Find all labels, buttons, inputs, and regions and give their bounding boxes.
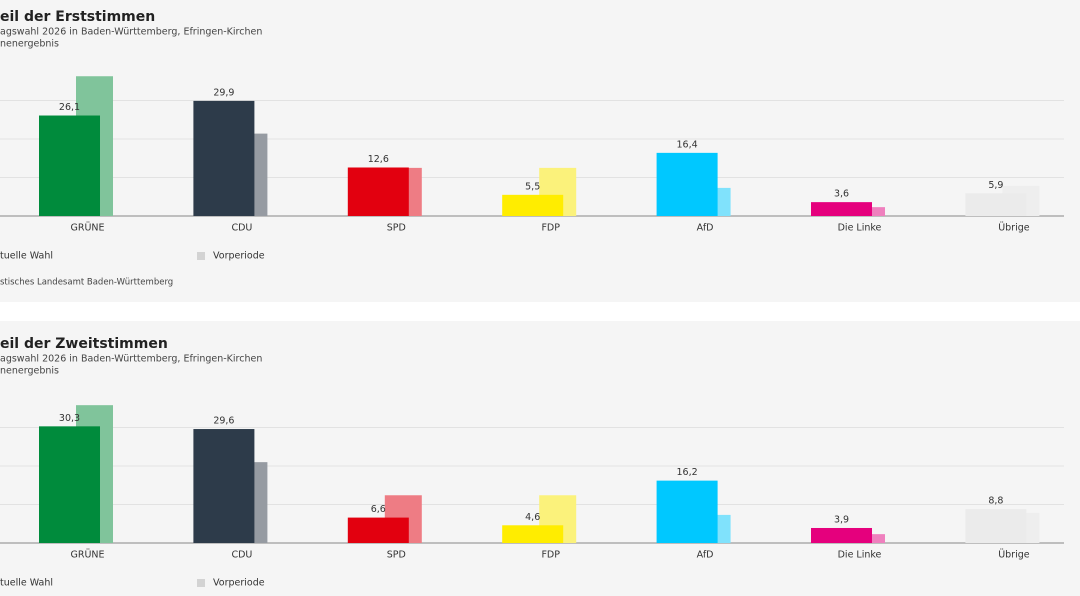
panel	[0, 0, 1080, 302]
bar-current	[193, 429, 255, 543]
value-label: 3,9	[834, 514, 849, 525]
x-tick-label: Übrige	[998, 223, 1030, 234]
value-label: 6,6	[371, 504, 386, 515]
legend-label: tuelle Wahl	[0, 578, 53, 589]
bar-current	[39, 115, 100, 216]
bar-current	[656, 152, 718, 216]
value-label: 8,8	[988, 496, 1003, 507]
legend-label: tuelle Wahl	[0, 251, 53, 262]
chart-title: eil der Zweitstimmen	[0, 336, 168, 352]
value-label: 29,9	[213, 87, 234, 98]
bar-current	[347, 167, 409, 216]
x-tick-label: CDU	[231, 223, 252, 234]
legend-label: Vorperiode	[213, 578, 265, 589]
bar-current	[502, 194, 564, 216]
value-label: 5,5	[525, 181, 540, 192]
value-label: 3,6	[834, 189, 849, 200]
bar-current	[347, 517, 409, 543]
x-tick-label: FDP	[541, 223, 560, 234]
x-tick-label: SPD	[387, 223, 406, 234]
legend-marker	[197, 252, 205, 260]
legend-label: Vorperiode	[213, 251, 265, 262]
value-label: 12,6	[368, 154, 389, 165]
x-tick-label: GRÜNE	[70, 223, 104, 234]
bar-current	[193, 100, 255, 216]
value-label: 29,6	[213, 416, 234, 427]
bar-current	[965, 509, 1027, 543]
legend-marker	[197, 579, 205, 587]
value-label: 30,3	[59, 413, 80, 424]
x-tick-label: SPD	[387, 550, 406, 561]
panel	[0, 321, 1080, 596]
chart-subtitle: agswahl 2026 in Baden-Württemberg, Efrin…	[0, 27, 262, 38]
chart-note: nenergebnis	[0, 366, 59, 377]
x-tick-label: Übrige	[998, 550, 1030, 561]
chart-subtitle: agswahl 2026 in Baden-Württemberg, Efrin…	[0, 354, 262, 365]
x-tick-label: CDU	[231, 550, 252, 561]
value-label: 16,2	[677, 467, 698, 478]
x-tick-label: FDP	[541, 550, 560, 561]
value-label: 26,1	[59, 102, 80, 113]
x-tick-label: Die Linke	[838, 550, 882, 561]
bar-current	[811, 527, 872, 543]
source: stisches Landesamt Baden-Württemberg	[0, 278, 173, 288]
bar-current	[502, 525, 564, 543]
chart-note: nenergebnis	[0, 39, 59, 50]
x-tick-label: AfD	[697, 223, 714, 234]
bar-current	[811, 202, 872, 216]
bar-current	[656, 480, 718, 543]
bar-current	[39, 426, 100, 543]
value-label: 16,4	[677, 139, 698, 150]
chart-title: eil der Erststimmen	[0, 9, 155, 25]
x-tick-label: Die Linke	[838, 223, 882, 234]
value-label: 4,6	[525, 512, 540, 523]
value-label: 5,9	[988, 180, 1003, 191]
x-tick-label: GRÜNE	[70, 550, 104, 561]
x-tick-label: AfD	[697, 550, 714, 561]
bar-current	[965, 193, 1027, 216]
